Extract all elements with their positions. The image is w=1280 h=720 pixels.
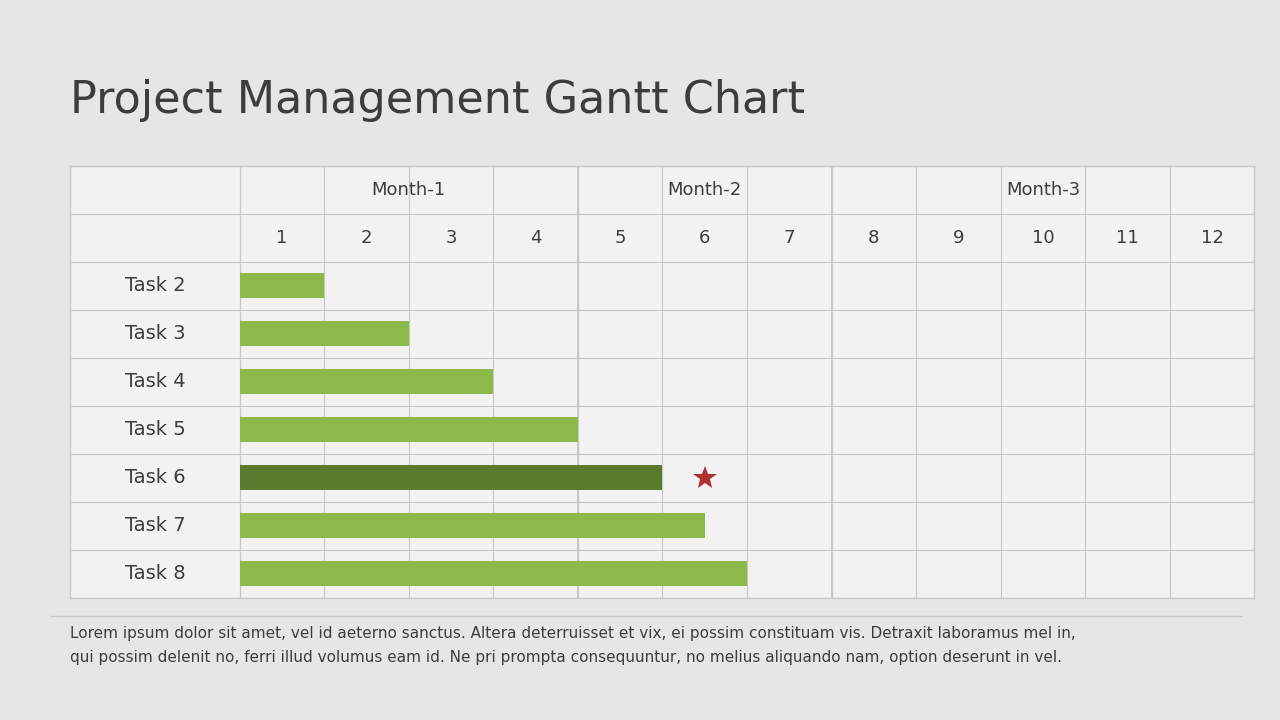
Text: Task 6: Task 6 <box>124 468 186 487</box>
Text: 1: 1 <box>276 229 288 246</box>
Text: Task 7: Task 7 <box>124 516 186 535</box>
Text: Task 8: Task 8 <box>124 564 186 583</box>
Text: 3: 3 <box>445 229 457 246</box>
FancyBboxPatch shape <box>239 561 748 586</box>
Text: Task 3: Task 3 <box>124 324 186 343</box>
Text: Task 5: Task 5 <box>124 420 186 439</box>
Text: 4: 4 <box>530 229 541 246</box>
Text: 2: 2 <box>361 229 372 246</box>
FancyBboxPatch shape <box>239 417 577 442</box>
Text: 8: 8 <box>868 229 879 246</box>
Text: Lorem ipsum dolor sit amet, vel id aeterno sanctus. Altera deterruisset et vix, : Lorem ipsum dolor sit amet, vel id aeter… <box>70 626 1076 665</box>
Text: Month-1: Month-1 <box>371 181 445 199</box>
Text: Month-2: Month-2 <box>668 181 742 199</box>
Text: 9: 9 <box>952 229 964 246</box>
FancyBboxPatch shape <box>239 465 663 490</box>
Text: Task 2: Task 2 <box>124 276 186 295</box>
Text: 11: 11 <box>1116 229 1139 246</box>
FancyBboxPatch shape <box>239 273 324 298</box>
Text: Month-3: Month-3 <box>1006 181 1080 199</box>
Text: Project Management Gantt Chart: Project Management Gantt Chart <box>70 79 805 122</box>
FancyBboxPatch shape <box>239 513 705 538</box>
FancyBboxPatch shape <box>239 369 493 394</box>
Text: 10: 10 <box>1032 229 1055 246</box>
Text: 7: 7 <box>783 229 795 246</box>
FancyBboxPatch shape <box>239 321 408 346</box>
Text: 6: 6 <box>699 229 710 246</box>
Text: Task 4: Task 4 <box>124 372 186 391</box>
Text: 12: 12 <box>1201 229 1224 246</box>
Text: 5: 5 <box>614 229 626 246</box>
